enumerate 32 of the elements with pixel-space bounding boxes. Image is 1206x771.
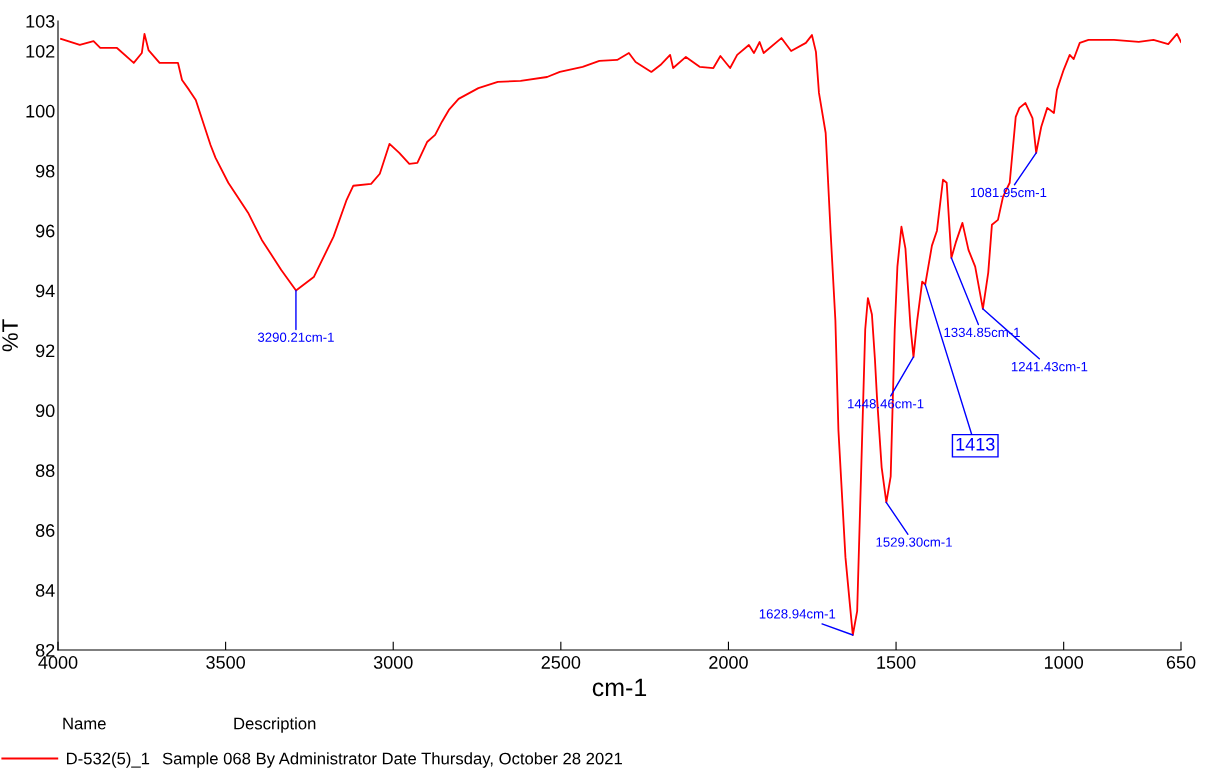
annotation: 1241.43cm-1	[1011, 361, 1088, 372]
annotation: 1529.30cm-1	[876, 537, 952, 547]
text: Sample 068 By Administrator Date Thursday, October 28 2021	[162, 752, 622, 768]
y-tick-label: 98	[35, 164, 55, 178]
legend-label: D-532(5)_1	[67, 752, 150, 768]
x-tick-label: 1000	[1044, 656, 1084, 669]
y-tick-label: 82	[35, 643, 55, 657]
text: Description	[234, 717, 316, 733]
x-tick-label: 2500	[541, 656, 581, 669]
x-axis-title: cm-1	[592, 678, 647, 697]
y-tick-label: 92	[35, 344, 55, 358]
annotation: 3290.21cm-1	[257, 332, 334, 342]
y-axis-title: %T	[2, 319, 18, 352]
y-tick-label: 86	[35, 524, 55, 537]
x-tick-label: 3500	[206, 656, 245, 669]
annotation: 1628.94cm-1	[759, 609, 836, 619]
x-tick-label: 1500	[877, 656, 916, 669]
y-tick-label: 102	[26, 44, 55, 58]
x-tick-label: 650	[1166, 656, 1196, 669]
line-series	[60, 32, 1181, 636]
y-tick-label: 88	[35, 464, 55, 478]
y-tick-label: 96	[35, 224, 55, 238]
x-tick-label: 4000	[38, 656, 78, 669]
x-tick-label: 2000	[709, 656, 748, 669]
y-tick-label: 90	[35, 404, 55, 418]
y-tick-label: 94	[35, 284, 55, 298]
y-tick-label: 84	[35, 584, 55, 597]
text: Name	[63, 717, 106, 730]
y-tick-label: 103	[26, 14, 55, 28]
annotation: 1413	[956, 437, 995, 451]
y-tick-label: 100	[26, 104, 55, 118]
x-tick-label: 3000	[373, 656, 413, 669]
